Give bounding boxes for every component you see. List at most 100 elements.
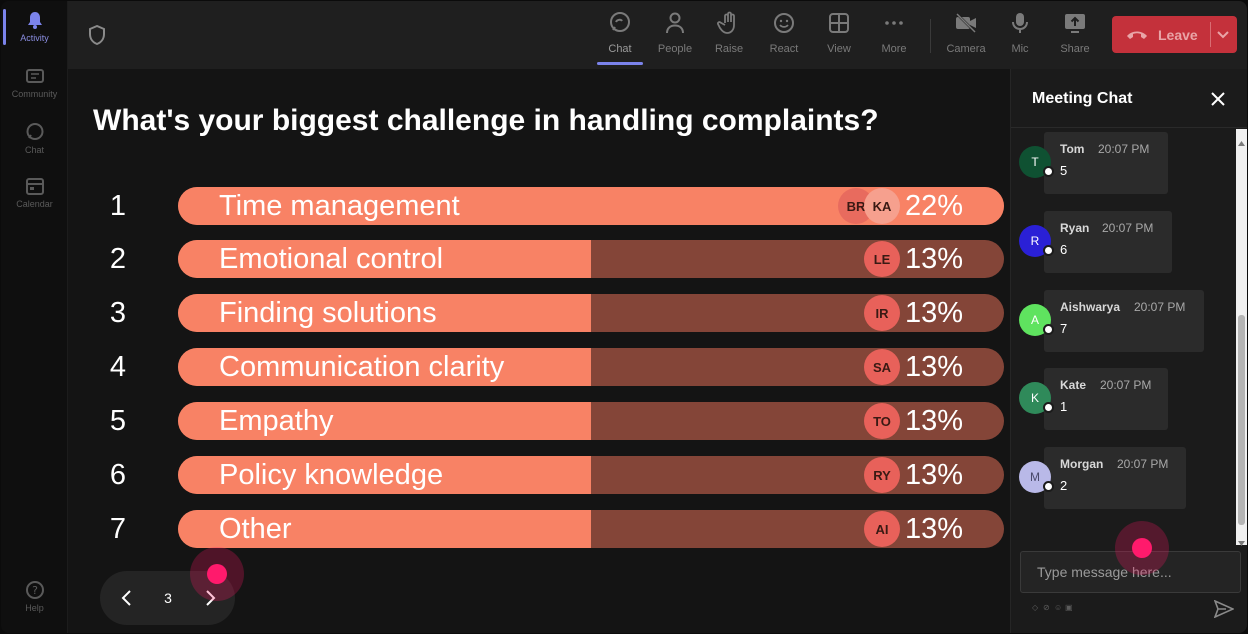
- sender-name: Kate: [1060, 378, 1087, 392]
- toolbar-react-button[interactable]: React: [759, 11, 809, 63]
- chat-message: Tom 20:07 PM 5 T: [1019, 132, 1239, 196]
- avatar[interactable]: K: [1019, 382, 1051, 414]
- option-label: Policy knowledge: [219, 459, 444, 491]
- message-bubble: Morgan 20:07 PM 2: [1044, 447, 1186, 509]
- rail-item-label: Help: [25, 603, 44, 613]
- message-text: 1: [1060, 399, 1068, 414]
- voter-avatar[interactable]: KA: [864, 188, 900, 224]
- app-rail: Activity Community Chat Calendar ? Help: [1, 1, 68, 633]
- presence-status-dot: [1043, 324, 1054, 335]
- poll-results-panel: What's your biggest challenge in handlin…: [68, 69, 1010, 633]
- chat-message-input[interactable]: [1020, 551, 1241, 593]
- toolbar-mic-button[interactable]: Mic: [995, 11, 1045, 63]
- option-percent: 13%: [905, 243, 964, 275]
- voter-avatar[interactable]: IR: [864, 295, 900, 331]
- presence-status-dot: [1043, 402, 1054, 413]
- rail-item-calendar[interactable]: Calendar: [1, 167, 68, 221]
- option-bar-track: Finding solutions IR 13%: [178, 294, 1004, 332]
- emoji-icon[interactable]: ☺: [1054, 603, 1063, 612]
- toolbar-camera-button[interactable]: Camera: [941, 11, 991, 63]
- message-bubble: Aishwarya 20:07 PM 7: [1044, 290, 1204, 352]
- rail-item-label: Community: [11, 89, 58, 99]
- click-indicator: [1115, 521, 1169, 575]
- scroll-down-arrow-icon[interactable]: [1238, 533, 1245, 546]
- option-label: Communication clarity: [219, 351, 505, 383]
- toolbar-people-button[interactable]: People: [650, 11, 700, 63]
- message-text: 7: [1060, 321, 1068, 336]
- option-bar-fill: [178, 294, 591, 332]
- more-dots-icon: [882, 11, 906, 35]
- option-label: Empathy: [219, 405, 334, 437]
- react-smiley-icon: [772, 11, 796, 35]
- leave-button[interactable]: Leave: [1112, 16, 1237, 53]
- rail-item-community[interactable]: Community: [1, 57, 68, 111]
- option-percent: 13%: [905, 351, 964, 383]
- phone-hangup-icon: [1126, 28, 1148, 42]
- option-number: 5: [109, 405, 127, 437]
- message-timestamp: 20:07 PM: [1100, 378, 1152, 392]
- toolbar-button-label: Share: [1060, 43, 1090, 55]
- page-number: 3: [164, 590, 172, 606]
- format-icon[interactable]: ◇: [1032, 603, 1039, 612]
- grid-view-icon: [827, 11, 851, 35]
- rail-item-label: Calendar: [16, 199, 53, 209]
- message-timestamp: 20:07 PM: [1102, 221, 1154, 235]
- rail-item-label: Chat: [24, 145, 44, 155]
- scroll-up-arrow-icon[interactable]: [1238, 133, 1245, 146]
- message-text: 2: [1060, 478, 1068, 493]
- option-number: 7: [109, 513, 127, 545]
- voter-avatar[interactable]: AI: [864, 511, 900, 547]
- option-label: Other: [219, 513, 292, 545]
- toolbar-divider: [930, 19, 931, 53]
- toolbar-share-button[interactable]: Share: [1050, 11, 1100, 63]
- presence-status-dot: [1043, 481, 1054, 492]
- option-label: Finding solutions: [219, 297, 437, 329]
- close-icon[interactable]: [1208, 89, 1228, 109]
- attach-icon[interactable]: ⊘: [1043, 603, 1050, 612]
- message-bubble: Tom 20:07 PM 5: [1044, 132, 1168, 194]
- voter-avatar[interactable]: SA: [864, 349, 900, 385]
- leave-split-divider: [1210, 22, 1211, 47]
- chat-icon: [24, 121, 46, 143]
- shield-icon[interactable]: [88, 24, 106, 46]
- chat-format-tools: ◇ ⊘ ☺ ▣: [1032, 603, 1073, 612]
- message-text: 6: [1060, 242, 1068, 257]
- scrollbar-thumb[interactable]: [1238, 315, 1245, 525]
- chat-scrollbar[interactable]: [1236, 129, 1247, 546]
- poll-option-row: 7 Other AI 13%: [68, 509, 1010, 549]
- rail-item-activity[interactable]: Activity: [1, 1, 68, 55]
- rail-item-chat[interactable]: Chat: [1, 113, 68, 167]
- voter-avatar[interactable]: LE: [864, 241, 900, 277]
- presence-status-dot: [1043, 245, 1054, 256]
- toolbar-button-label: People: [657, 43, 693, 55]
- poll-option-row: 1 Time management BR KA 22%: [68, 186, 1010, 226]
- click-indicator: [190, 547, 244, 601]
- chevron-down-icon[interactable]: [1215, 27, 1231, 43]
- chevron-left-icon[interactable]: [115, 586, 139, 610]
- sender-name: Morgan: [1060, 457, 1104, 471]
- send-icon[interactable]: [1213, 599, 1235, 619]
- option-bar-fill: [178, 240, 591, 278]
- option-label: Emotional control: [219, 243, 444, 275]
- option-percent: 13%: [905, 297, 964, 329]
- toolbar-button-label: Raise: [714, 43, 744, 55]
- chat-message: Aishwarya 20:07 PM 7 A: [1019, 290, 1239, 354]
- meeting-chat-panel: Meeting Chat Tom 20:07 PM 5 T Ryan 20:07 PM 6 R…: [1010, 69, 1247, 633]
- chevron-right-icon[interactable]: [198, 586, 222, 610]
- sender-name: Ryan: [1060, 221, 1090, 235]
- option-bar-track: Empathy TO 13%: [178, 402, 1004, 440]
- rail-item-help[interactable]: ? Help: [1, 571, 68, 625]
- message-timestamp: 20:07 PM: [1117, 457, 1169, 471]
- toolbar-view-button[interactable]: View: [814, 11, 864, 63]
- active-tab-underline: [597, 62, 643, 65]
- gif-icon[interactable]: ▣: [1065, 603, 1073, 612]
- toolbar-chat-button[interactable]: Chat: [595, 11, 645, 63]
- voter-avatar[interactable]: RY: [864, 457, 900, 493]
- voter-avatar[interactable]: TO: [864, 403, 900, 439]
- toolbar-raise-button[interactable]: Raise: [704, 11, 754, 63]
- chat-panel-title: Meeting Chat: [1032, 90, 1133, 107]
- toolbar-button-label: Mic: [1011, 43, 1029, 55]
- toolbar-more-button[interactable]: More: [869, 11, 919, 63]
- option-bar-fill: [178, 348, 591, 386]
